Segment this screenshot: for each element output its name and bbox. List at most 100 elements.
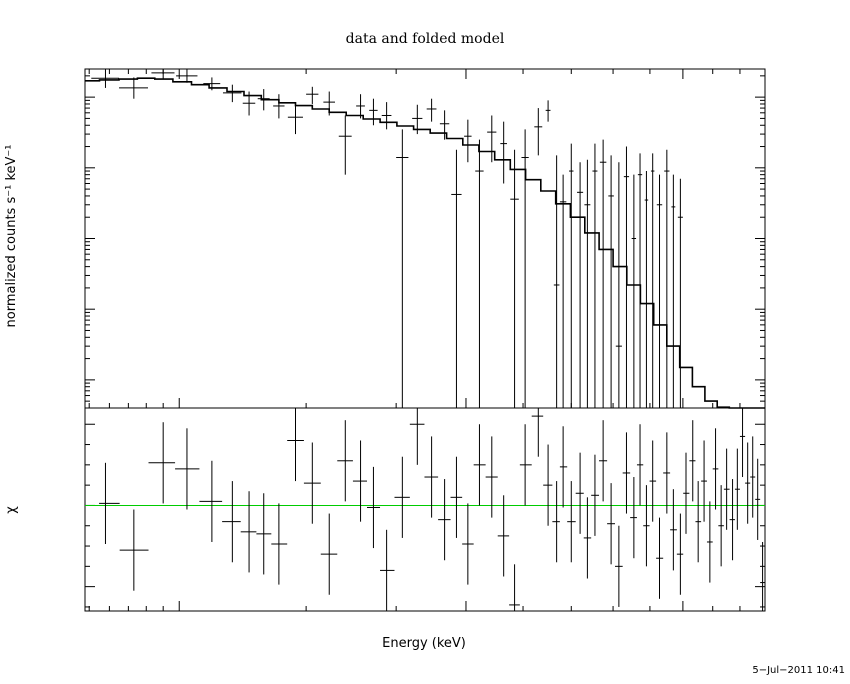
residual-point: [663, 432, 671, 514]
residual-point: [485, 436, 498, 518]
data-point: [91, 69, 120, 88]
residual-point: [607, 483, 615, 565]
residual-point: [656, 517, 664, 599]
residual-point: [750, 436, 756, 518]
residual-point: [519, 424, 532, 506]
data-point: [273, 94, 285, 119]
residual-point: [745, 442, 751, 524]
residual-point: [287, 408, 304, 482]
data-point: [559, 174, 567, 408]
residual-point: [575, 452, 584, 534]
residual-panel: [84, 407, 766, 612]
data-point: [664, 149, 670, 408]
data-point: [381, 102, 392, 130]
spectrum-panel: [84, 68, 766, 409]
data-point: [553, 155, 560, 408]
data-point: [569, 143, 574, 408]
residual-point: [99, 462, 120, 545]
data-point: [222, 84, 242, 103]
residual-point: [424, 436, 439, 518]
data-point: [338, 115, 352, 175]
residual-point: [380, 529, 395, 611]
residual-point: [630, 477, 637, 559]
residual-point: [531, 408, 544, 457]
residual-point: [222, 481, 241, 563]
residual-point: [409, 408, 425, 465]
residual-point: [256, 493, 272, 575]
data-point: [242, 91, 256, 116]
data-point: [656, 174, 663, 408]
residual-point: [643, 485, 650, 567]
residual-point: [271, 503, 288, 585]
data-point: [637, 153, 643, 408]
residual-point: [712, 428, 719, 510]
residual-point: [337, 420, 353, 502]
residual-point: [670, 489, 677, 571]
residual-point: [394, 456, 410, 538]
data-point: [545, 100, 551, 122]
residual-point: [450, 456, 463, 538]
residual-point: [706, 501, 713, 583]
data-point: [119, 77, 148, 99]
residual-point: [473, 424, 486, 506]
data-point: [584, 159, 591, 408]
data-point: [599, 139, 607, 408]
data-point: [631, 174, 637, 408]
model-step-line: [85, 77, 765, 409]
data-point: [534, 108, 543, 156]
residual-point: [723, 448, 730, 530]
residual-point: [552, 481, 560, 563]
residual-point: [729, 479, 735, 561]
data-point: [650, 153, 655, 408]
residual-point: [760, 541, 765, 611]
data-point: [475, 139, 484, 408]
residual-point: [701, 440, 707, 522]
residual-point: [567, 481, 576, 563]
bottom-panel-frame: [84, 407, 766, 612]
data-point: [369, 98, 378, 126]
data-point: [439, 110, 450, 140]
chart-title: data and folded model: [346, 31, 505, 47]
data-point: [287, 102, 303, 135]
data-point: [510, 149, 519, 408]
data-point: [623, 146, 630, 408]
residual-point: [543, 444, 553, 526]
residual-point: [591, 454, 600, 536]
residual-point: [734, 448, 740, 530]
residual-point: [240, 491, 257, 573]
residual-point: [175, 428, 200, 510]
data-point: [500, 121, 507, 184]
residual-point: [636, 424, 644, 506]
data-point: [203, 77, 221, 91]
data-point: [577, 162, 584, 408]
residual-point: [559, 426, 568, 508]
residual-point: [320, 513, 338, 595]
residual-point: [497, 495, 510, 577]
data-point: [521, 129, 529, 408]
residual-point: [462, 503, 474, 585]
residual-point: [689, 420, 696, 502]
residual-point: [676, 513, 684, 595]
data-point: [306, 86, 319, 104]
residual-point: [718, 485, 724, 567]
residual-point: [755, 458, 761, 540]
residual-point: [148, 422, 176, 504]
data-point: [412, 104, 423, 135]
top-panel-frame: [84, 68, 766, 409]
residual-point: [352, 440, 367, 522]
residual-point: [199, 460, 223, 542]
data-point: [464, 119, 472, 163]
residual-point: [683, 452, 690, 534]
data-point: [644, 171, 649, 408]
data-point: [323, 91, 335, 116]
residual-point: [649, 440, 657, 522]
residual-point: [119, 509, 149, 591]
residual-point: [303, 442, 321, 524]
top-y-axis-label: normalized counts s⁻¹ keV⁻¹: [4, 145, 19, 328]
residual-point: [366, 466, 381, 549]
data-point: [677, 178, 683, 408]
x-axis-ticks: [88, 69, 766, 611]
residual-point: [739, 408, 746, 478]
